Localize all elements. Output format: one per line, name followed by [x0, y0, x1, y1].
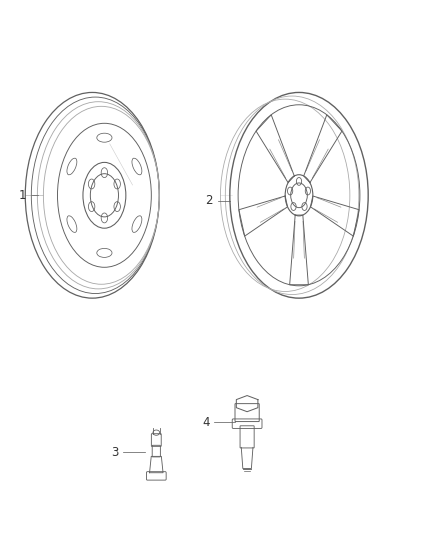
- Text: 2: 2: [205, 194, 212, 207]
- Text: 3: 3: [111, 446, 119, 459]
- Text: 4: 4: [202, 416, 209, 429]
- Text: 1: 1: [19, 189, 27, 202]
